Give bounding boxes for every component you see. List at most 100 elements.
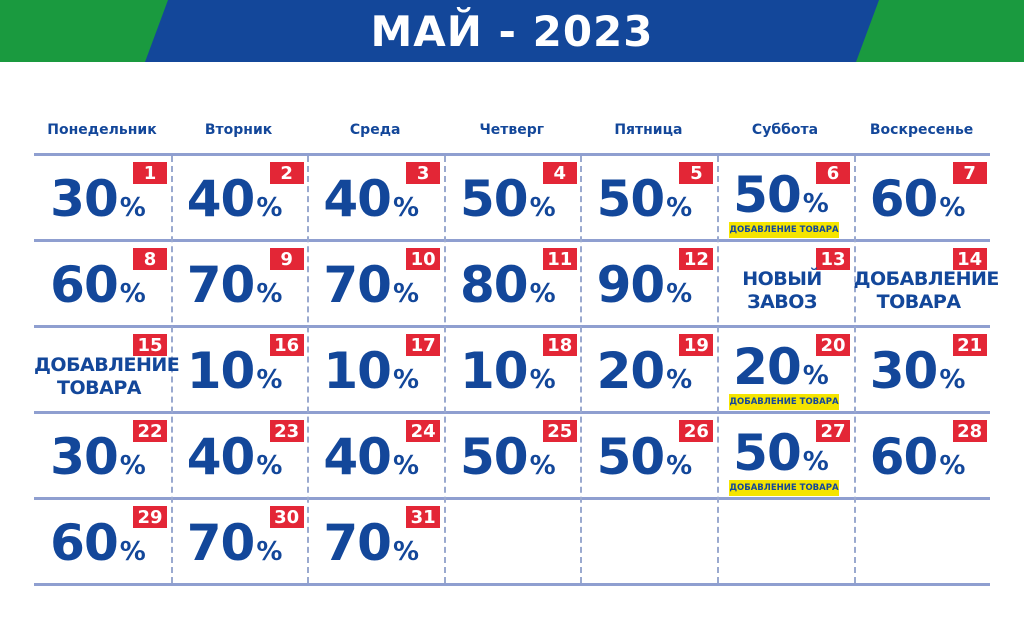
grid-column-line (443, 156, 446, 583)
grid-row-line (34, 325, 990, 328)
discount-number: 30 (50, 428, 119, 486)
day-cell: 21 30% (854, 328, 990, 414)
day-number-badge: 10 (406, 248, 441, 270)
grid-column-line (307, 156, 310, 583)
percent-sign: % (392, 365, 420, 395)
discount-number: 60 (50, 514, 119, 572)
day-number-badge: 20 (816, 334, 850, 356)
day-number-badge: 31 (406, 506, 441, 528)
percent-sign: % (256, 279, 283, 309)
percent-sign: % (666, 365, 693, 395)
page-title: МАЙ - 2023 (370, 6, 654, 56)
discount-number: 40 (323, 170, 392, 228)
day-number-badge: 26 (679, 420, 714, 442)
percent-sign: % (119, 537, 146, 567)
discount-number: 50 (733, 166, 802, 224)
discount-number: 40 (186, 170, 256, 228)
discount-number: 40 (186, 428, 256, 486)
day-cell: 8 60% (34, 242, 170, 328)
discount-value: 70% (171, 512, 299, 574)
day-cell: 11 80% (444, 242, 580, 328)
discount-number: 10 (323, 342, 392, 400)
day-cell: 6 50% ДОБАВЛЕНИЕ ТОВАРА (717, 156, 853, 242)
discount-value: 70% (307, 254, 435, 316)
event-text: ДОБАВЛЕНИЕ ТОВАРА (34, 354, 180, 400)
day-cell: 23 40% (171, 414, 307, 500)
day-number-badge: 11 (542, 248, 577, 270)
day-number-badge: 3 (406, 162, 441, 184)
day-cell: 18 10% (444, 328, 580, 414)
day-cell: 1 30% (34, 156, 170, 242)
percent-sign: % (119, 451, 146, 481)
discount-value: 90% (580, 254, 708, 316)
weekday-label: Четверг (479, 122, 545, 138)
day-number-badge: 5 (679, 162, 714, 184)
day-cell: 25 50% (444, 414, 580, 500)
banner-blue-band (145, 0, 879, 62)
day-cell: 16 10% (171, 328, 307, 414)
day-cell: 14 ДОБАВЛЕНИЕ ТОВАРА (853, 242, 1000, 328)
day-cell: 19 20% (580, 328, 716, 414)
percent-sign: % (119, 279, 146, 309)
grid-row-line (34, 411, 990, 414)
discount-number: 60 (50, 256, 119, 314)
percent-sign: % (666, 279, 693, 309)
percent-sign: % (666, 451, 693, 481)
day-cell: 17 10% (307, 328, 443, 414)
day-number-badge: 14 (952, 248, 987, 270)
day-cell: 2 40% (171, 156, 307, 242)
day-number-badge: 8 (133, 248, 167, 270)
day-cell: 12 90% (580, 242, 716, 328)
day-cell: 7 60% (854, 156, 990, 242)
weekday-label: Понедельник (47, 122, 157, 138)
day-cell: 4 50% (444, 156, 580, 242)
discount-value: 80% (444, 254, 572, 316)
day-number-badge: 21 (952, 334, 987, 356)
day-cell: 27 50% ДОБАВЛЕНИЕ ТОВАРА (717, 414, 853, 500)
day-cell: 30 70% (171, 500, 307, 586)
day-number-badge: 15 (133, 334, 167, 356)
day-number-badge: 7 (952, 162, 987, 184)
grid-row-line (34, 153, 990, 156)
weekday-label: Суббота (751, 122, 819, 138)
percent-sign: % (529, 193, 556, 223)
percent-sign: % (939, 451, 966, 481)
discount-value: 60% (34, 512, 162, 574)
day-cell: 5 50% (580, 156, 716, 242)
day-cell: 26 50% (580, 414, 716, 500)
event-text-line: НОВЫЙ (742, 268, 822, 290)
day-number-badge: 29 (133, 506, 167, 528)
percent-sign: % (256, 451, 283, 481)
discount-value: 60% (34, 254, 162, 316)
day-number-badge: 18 (542, 334, 577, 356)
header-banner: МАЙ - 2023 (0, 0, 1024, 62)
discount-value: 10% (444, 340, 572, 402)
discount-number: 20 (733, 338, 802, 396)
day-number-badge: 19 (679, 334, 714, 356)
discount-number: 30 (50, 170, 119, 228)
day-cell: 22 30% (34, 414, 170, 500)
discount-number: 50 (596, 428, 666, 486)
grid-row-line (34, 497, 990, 500)
discount-number: 60 (869, 428, 939, 486)
discount-number: 50 (596, 170, 666, 228)
weekday-label: Пятница (614, 122, 683, 138)
discount-number: 40 (323, 428, 392, 486)
day-cell: 24 40% (307, 414, 443, 500)
day-number-badge: 6 (816, 162, 850, 184)
discount-value: 50% (717, 164, 845, 226)
event-text: НОВЫЙ ЗАВОЗ (717, 268, 847, 314)
percent-sign: % (256, 365, 283, 395)
restock-tag: ДОБАВЛЕНИЕ ТОВАРА (729, 394, 839, 410)
discount-number: 70 (186, 514, 256, 572)
discount-value: 30% (34, 168, 162, 230)
discount-value: 50% (444, 168, 572, 230)
discount-value: 40% (307, 426, 435, 488)
day-number-badge: 17 (406, 334, 441, 356)
discount-value: 70% (307, 512, 435, 574)
day-number-badge: 23 (269, 420, 304, 442)
day-cell: 3 40% (307, 156, 443, 242)
event-text-line: ДОБАВЛЕНИЕ (853, 268, 1000, 290)
percent-sign: % (666, 193, 693, 223)
percent-sign: % (529, 365, 556, 395)
